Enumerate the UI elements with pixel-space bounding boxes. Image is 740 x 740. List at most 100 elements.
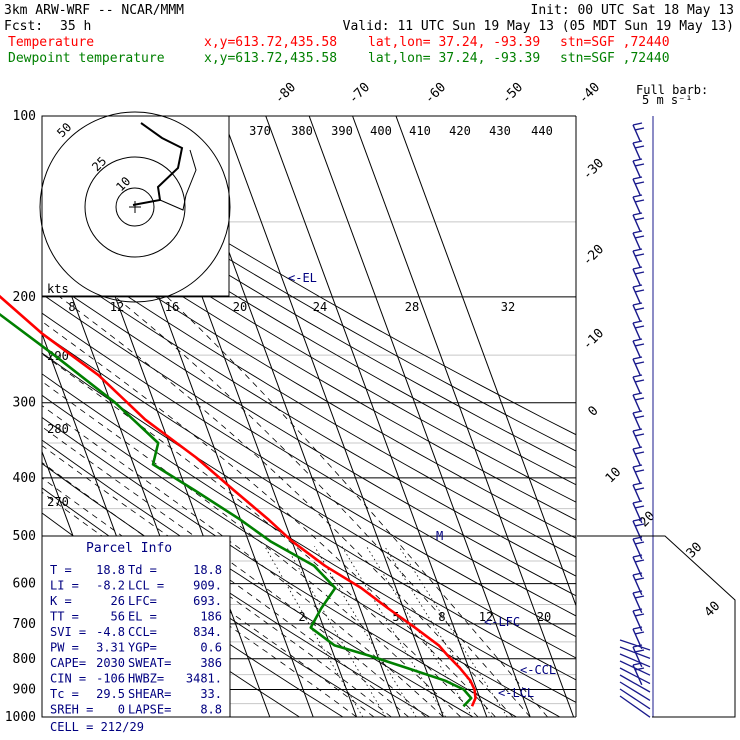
theta-label: 380 [291,124,313,138]
wind-barb-flag [632,428,643,432]
wind-barb [632,484,641,502]
isotherm [395,116,576,607]
hodograph-ring [115,187,155,227]
parcel-label: EL = [128,610,157,624]
header: 3km ARW-WRF -- NCAR/MMM Init: 00 UTC Sat … [4,3,734,66]
wind-barb [632,412,641,430]
dry-adiabat [42,171,576,486]
wind-barb [632,466,641,484]
parcel-value: 386 [200,656,222,670]
moist-adiabat [42,426,427,717]
wind-barb-flag [634,271,645,275]
level-annotation: <-LFC [484,615,520,629]
hodograph-ring [39,111,231,303]
wind-barb [632,304,641,322]
wind-barb-flag [632,230,643,234]
parcel-label: LCL = [128,579,164,593]
parcel-value: 0 [118,703,125,717]
mixing-ratio-line [384,546,493,717]
temperature-tick-label: 0 [585,403,601,419]
parcel-label: SHEAR= [128,687,171,701]
isotherm [265,116,488,717]
wind-barb-flag [632,266,643,270]
valid-time: Valid: 11 UTC Sun 19 May 13 (05 MDT Sun … [343,19,734,34]
parcel-label: CCL= [128,625,157,639]
wind-barb-flag [634,433,645,437]
wind-barb-flag [632,572,643,576]
parcel-value: 33. [200,687,222,701]
wind-barb-flag [634,505,645,509]
temperature-tick-label: -60 [422,80,449,107]
wind-barb-flag [634,667,645,671]
wind-barb-flag [634,613,645,617]
barb-legend-unit: 5 m s⁻¹ [642,93,693,107]
dry-adiabat [42,293,576,617]
wind-barb-flag [634,595,645,599]
dry-adiabats [42,125,576,717]
wind-barb-flag [634,487,645,491]
parcel-value: 18.8 [96,563,125,577]
wind-barb-flag [632,302,643,306]
mixing-ratio-line [341,546,446,717]
mixing-ratio-label: 8 [438,610,445,624]
wind-barb [619,681,651,701]
dry-adiabat [42,156,576,469]
wind-barb-flag [634,451,645,455]
parcel-value: 2030 [96,656,125,670]
parcel-value: 56 [111,610,125,624]
parcel-label: T = [50,563,72,577]
wind-barb [632,160,641,178]
mixing-ratio-label: 2 [298,610,305,624]
pressure-tick-label: 700 [13,617,36,632]
parcel-value: 186 [200,610,222,624]
parcel-label: LAPSE= [128,703,171,717]
fcst-label: Fcst: [4,19,43,34]
wind-barb-flag [634,253,645,257]
temperature-tick-label: -10 [580,326,607,353]
dewpoint-legend-station: stn=SGF ,72440 [560,51,670,66]
wind-barbs: Full barb:5 m s⁻¹ [577,83,736,718]
wind-barb-flag [634,541,645,545]
wind-barb [619,695,651,718]
wind-barb-flag [634,307,645,311]
temperature-tick-label: 10 [603,465,625,487]
wind-barb-flag [634,127,645,131]
wind-barb [632,232,641,250]
wind-barb-flag [634,415,645,419]
wind-barb [632,214,641,232]
pressure-tick-label: 1000 [5,710,36,725]
pressure-tick-label: 500 [13,529,36,544]
theta-label: 390 [331,124,353,138]
mixing-ratio-label: 12 [479,610,493,624]
pressure-tick-label: 100 [13,109,36,124]
wind-barb [632,196,641,214]
isotherm [308,116,531,717]
wind-barb-flag [632,374,643,378]
wind-barb [632,394,641,412]
wind-barb [619,639,651,651]
parcel-label: Tc = [50,687,79,701]
wind-barb [619,674,651,693]
dry-adiabat [42,221,576,539]
wind-barb-flag [632,194,643,198]
parcel-box [41,535,231,718]
wind-barb-flag [634,631,645,635]
mixing-ratio-label: 20 [233,300,247,314]
parcel-title: Parcel Info [86,541,172,556]
parcel-label: LFC= [128,594,157,608]
temperature-tick-label: 30 [684,540,706,562]
parcel-label: SVI = [50,625,86,639]
parcel-value: -4.8 [96,625,125,639]
theta-label: 270 [47,495,69,509]
wind-barb-flag [632,608,643,612]
parcel-label: K = [50,594,72,608]
wind-barb [619,653,651,668]
dry-adiabat [42,332,576,659]
temperature-legend-station: stn=SGF ,72440 [560,35,670,50]
wind-barb [619,667,651,685]
temperature-tick-label: -30 [580,156,607,183]
dewpoint-profile [0,312,473,708]
parcel-label: YGP= [128,641,157,655]
parcel-label: CIN = [50,672,86,686]
